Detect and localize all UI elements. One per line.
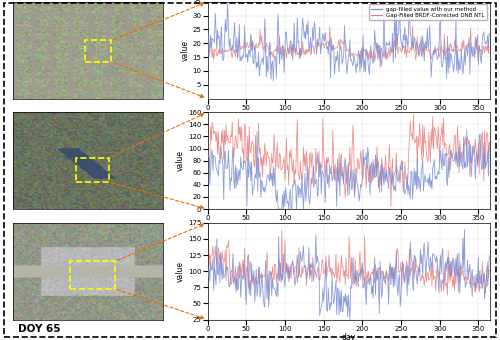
Y-axis label: value: value: [176, 261, 185, 282]
X-axis label: day: day: [342, 333, 356, 340]
Y-axis label: value: value: [176, 150, 185, 171]
Bar: [70, 261, 114, 289]
Legend: gap-filled value with our method, Gap-Filled BRDF-Corrected DNB NTL: gap-filled value with our method, Gap-Fi…: [368, 4, 487, 20]
Bar: [76, 158, 108, 182]
X-axis label: day: day: [342, 223, 356, 232]
Bar: [84, 40, 112, 62]
Y-axis label: value: value: [180, 40, 190, 61]
Text: DOY 65: DOY 65: [18, 324, 60, 334]
X-axis label: day: day: [342, 112, 356, 121]
